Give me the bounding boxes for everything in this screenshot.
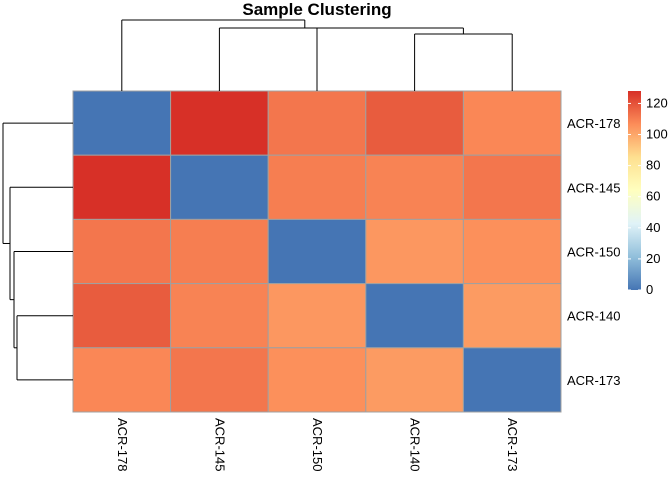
column-label: ACR-140 <box>408 418 423 471</box>
heatmap-cell <box>462 347 562 413</box>
heatmap-cell <box>72 90 172 156</box>
heatmap-cell <box>462 154 562 220</box>
legend-tick-label: 120 <box>646 95 668 110</box>
heatmap-cell <box>462 90 562 156</box>
heatmap-cell <box>267 283 367 349</box>
chart-title: Sample Clustering <box>242 0 391 19</box>
heatmap-cells <box>72 90 562 413</box>
heatmap-cell <box>365 154 464 220</box>
legend-tick-label: 80 <box>646 158 660 173</box>
heatmap-cell <box>365 218 464 285</box>
heatmap-cell <box>170 347 269 413</box>
row-label: ACR-140 <box>567 309 620 324</box>
legend-tick-label: 100 <box>646 127 668 142</box>
row-label: ACR-178 <box>567 116 620 131</box>
heatmap-cell <box>170 90 269 156</box>
row-label: ACR-173 <box>567 373 620 388</box>
heatmap-cell <box>462 218 562 285</box>
heatmap-cell <box>170 218 269 285</box>
row-dendrogram <box>2 122 73 381</box>
column-label: ACR-145 <box>212 418 227 471</box>
heatmap-cell <box>72 283 172 349</box>
legend-tick-label: 40 <box>646 220 660 235</box>
column-label: ACR-178 <box>115 418 130 471</box>
heatmap-cell <box>267 347 367 413</box>
heatmap-cell <box>365 283 464 349</box>
column-label: ACR-173 <box>505 418 520 471</box>
heatmap-cell <box>170 154 269 220</box>
column-label: ACR-150 <box>310 418 325 471</box>
legend-tick-label: 20 <box>646 251 660 266</box>
heatmap-cell <box>267 218 367 285</box>
column-labels: ACR-178 ACR-145 ACR-150 ACR-140 ACR-173 <box>115 418 520 471</box>
row-label: ACR-145 <box>567 180 620 195</box>
color-legend: 0 20 40 60 80 100 120 <box>628 91 668 297</box>
row-labels: ACR-178 ACR-145 ACR-150 ACR-140 ACR-173 <box>567 116 620 388</box>
row-label: ACR-150 <box>567 245 620 260</box>
legend-colorbar <box>628 91 641 290</box>
heatmap-cell <box>72 218 172 285</box>
heatmap-cell <box>365 347 464 413</box>
legend-tick-label: 60 <box>646 189 660 204</box>
heatmap-cell <box>72 154 172 220</box>
heatmap-cell <box>462 283 562 349</box>
heatmap-cell <box>170 283 269 349</box>
heatmap-cell <box>72 347 172 413</box>
heatmap-cell <box>365 90 464 156</box>
legend-tick-label: 0 <box>646 282 653 297</box>
heatmap-cell <box>267 90 367 156</box>
heatmap-cell <box>267 154 367 220</box>
column-dendrogram <box>121 19 513 91</box>
